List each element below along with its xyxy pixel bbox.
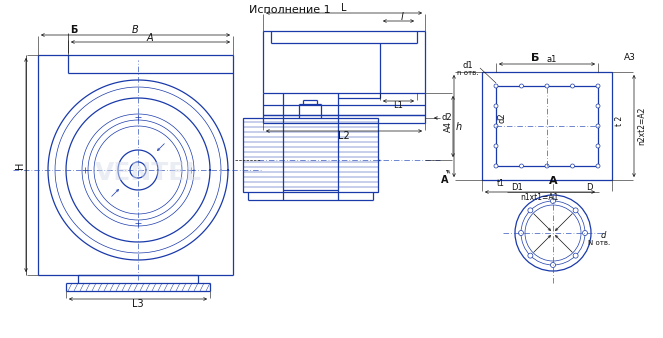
Text: N отв.: N отв. — [588, 240, 610, 246]
Circle shape — [596, 144, 600, 148]
Circle shape — [494, 104, 498, 108]
Text: L: L — [341, 3, 347, 13]
Text: А3: А3 — [624, 53, 636, 63]
Circle shape — [494, 124, 498, 128]
Circle shape — [545, 164, 549, 168]
Circle shape — [520, 84, 524, 88]
Text: n отв.: n отв. — [457, 70, 479, 76]
Text: Исполнение 1: Исполнение 1 — [249, 5, 331, 15]
Circle shape — [545, 84, 549, 88]
Text: d2: d2 — [442, 114, 452, 122]
Text: D: D — [585, 184, 592, 193]
Text: n2xt2=A2: n2xt2=A2 — [638, 107, 646, 145]
Text: L1: L1 — [393, 100, 403, 110]
Text: H: H — [15, 161, 25, 169]
Circle shape — [494, 144, 498, 148]
Circle shape — [570, 84, 575, 88]
Bar — [482, 72, 612, 180]
Circle shape — [596, 84, 600, 88]
Text: A4: A4 — [444, 121, 453, 131]
Circle shape — [573, 208, 578, 213]
Text: Б: Б — [531, 53, 539, 63]
Text: A: A — [442, 175, 449, 185]
Text: d1: d1 — [463, 62, 473, 71]
Circle shape — [596, 124, 600, 128]
Text: A: A — [147, 33, 153, 43]
Circle shape — [570, 164, 575, 168]
Bar — [243, 118, 378, 192]
Text: VENTEL: VENTEL — [94, 161, 202, 185]
Text: l: l — [400, 12, 403, 22]
Text: L2: L2 — [338, 131, 350, 141]
Text: Б: Б — [70, 25, 78, 35]
Circle shape — [596, 164, 600, 168]
Text: t1: t1 — [497, 178, 505, 188]
Text: D1: D1 — [511, 184, 523, 193]
Circle shape — [573, 253, 578, 258]
Text: n1xt1=A1: n1xt1=A1 — [520, 193, 558, 201]
Circle shape — [518, 231, 524, 236]
Text: L3: L3 — [132, 299, 144, 309]
Circle shape — [528, 208, 533, 213]
Circle shape — [494, 84, 498, 88]
Circle shape — [583, 231, 587, 236]
Text: a1: a1 — [547, 55, 557, 65]
Circle shape — [550, 198, 556, 203]
Circle shape — [494, 164, 498, 168]
Text: h: h — [456, 122, 462, 132]
Circle shape — [528, 253, 533, 258]
Circle shape — [596, 104, 600, 108]
Text: А: А — [549, 176, 558, 186]
Circle shape — [550, 263, 556, 267]
Bar — [496, 86, 598, 166]
Text: d: d — [600, 231, 606, 240]
Circle shape — [520, 164, 524, 168]
Text: t 2: t 2 — [615, 116, 625, 126]
Text: d2: d2 — [497, 113, 507, 123]
Text: B: B — [132, 25, 139, 35]
